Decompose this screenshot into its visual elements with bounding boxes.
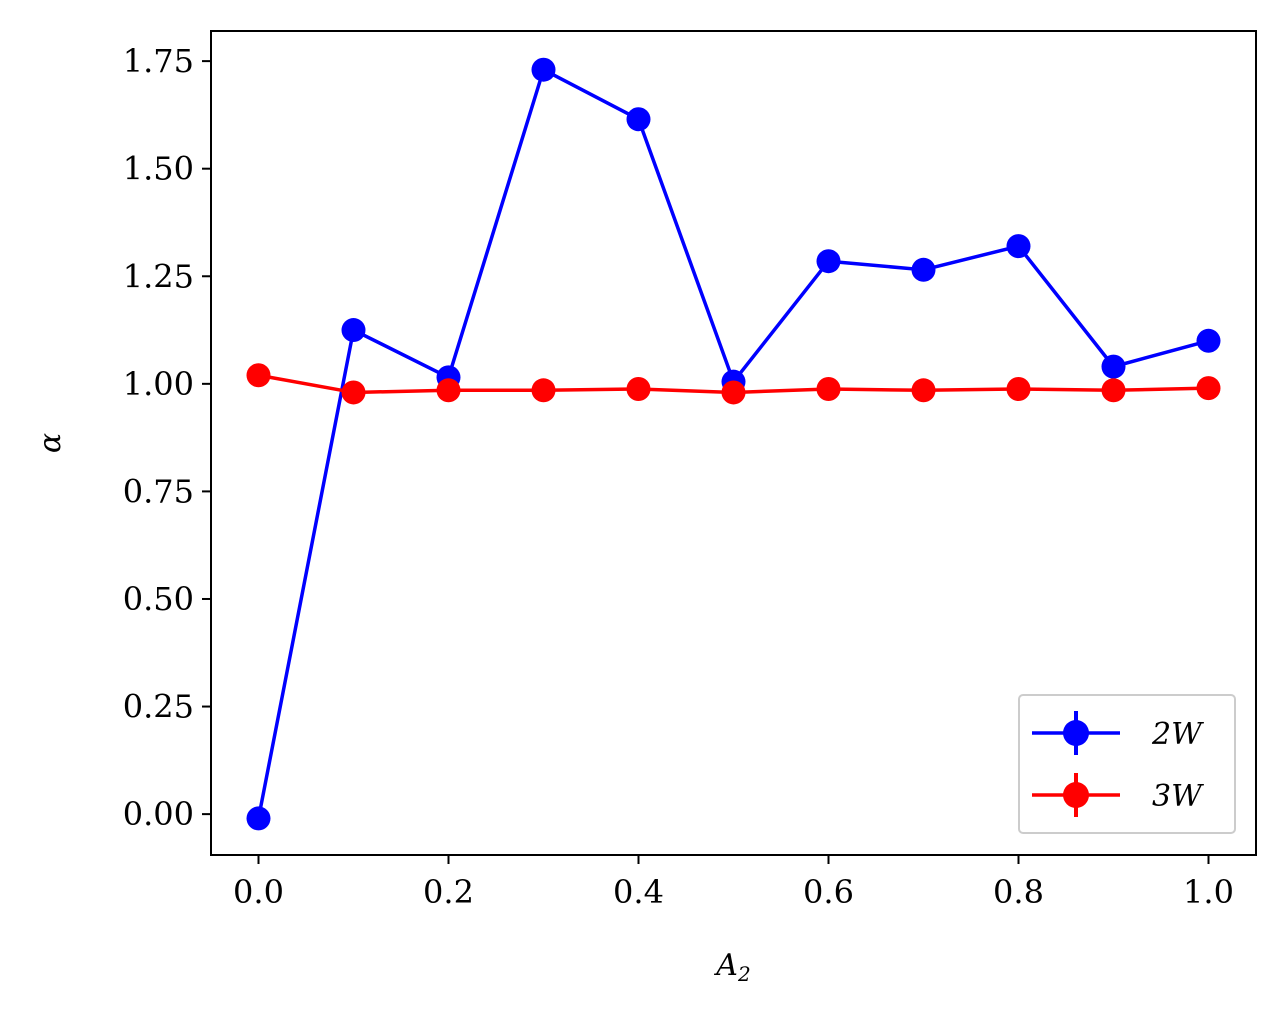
y-tick-label: 0.00: [123, 795, 194, 833]
x-tick-label: 0.6: [803, 873, 854, 911]
legend-marker: [1063, 782, 1089, 808]
data-point: [1196, 376, 1221, 401]
data-point: [816, 249, 841, 274]
data-point: [626, 376, 651, 401]
y-tick-label: 1.00: [123, 365, 194, 403]
data-point: [436, 378, 461, 403]
data-point: [341, 380, 366, 405]
data-point: [1101, 354, 1126, 379]
legend: 2W 3W: [1018, 694, 1236, 834]
series-layer: [246, 57, 1221, 831]
data-point: [816, 376, 841, 401]
data-point: [531, 57, 556, 82]
x-axis-label: A2: [713, 948, 750, 986]
series-3W: [246, 363, 1221, 405]
data-point: [721, 380, 746, 405]
data-point: [1006, 234, 1031, 259]
x-tick-label: 0.4: [613, 873, 664, 911]
y-axis-label: α: [33, 433, 68, 453]
data-point: [1006, 376, 1031, 401]
data-point: [341, 318, 366, 343]
y-tick-label: 0.75: [123, 472, 194, 510]
x-tick-label: 0.0: [233, 873, 284, 911]
data-point: [1196, 328, 1221, 353]
x-tick-label: 1.0: [1183, 873, 1234, 911]
x-axis-label-subscript: 2: [737, 962, 751, 986]
data-point: [911, 378, 936, 403]
y-tick-label: 0.25: [123, 688, 194, 726]
axes-frame: [210, 30, 1257, 856]
legend-label: 3W: [1152, 779, 1204, 814]
data-point: [246, 363, 271, 388]
data-point: [246, 806, 271, 831]
y-tick-label: 0.50: [123, 580, 194, 618]
legend-box: [1018, 694, 1236, 834]
tick-layer: 0.0 0.2 0.4 0.6 0.8 1.0 0.00 0.25 0.50 0.75 1.00 1.…: [123, 42, 1234, 911]
x-tick-label: 0.8: [993, 873, 1044, 911]
legend-label: 2W: [1151, 717, 1204, 752]
data-point: [911, 257, 936, 282]
y-tick-label: 1.50: [123, 150, 194, 188]
legend-marker: [1063, 720, 1089, 746]
data-point: [626, 107, 651, 132]
x-tick-label: 0.2: [423, 873, 474, 911]
data-point: [1101, 378, 1126, 403]
legend-entry: 3W: [1032, 773, 1204, 817]
y-tick-label: 1.75: [123, 42, 194, 80]
legend-entry: 2W: [1032, 711, 1204, 755]
y-tick-label: 1.25: [123, 257, 194, 295]
data-point: [531, 378, 556, 403]
